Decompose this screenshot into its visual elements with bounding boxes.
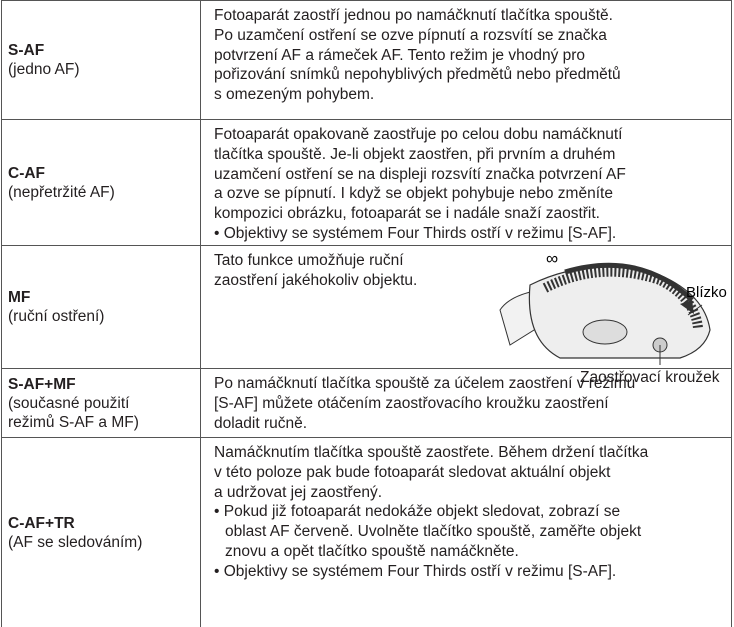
mode-description: režimů S-AF a MF): [8, 413, 139, 431]
mode-cell: C-AF+TR (AF se sledováním): [2, 438, 201, 627]
table-row: C-AF+TR (AF se sledováním) Namáčknutím tla…: [1, 437, 732, 627]
mode-cell: S-AF (jedno AF): [2, 1, 201, 119]
text-line: doladit ručně.: [214, 414, 308, 432]
text-line: uzamčení ostření se na displeji rozsvítí…: [214, 165, 626, 183]
ring-label: Zaostřovací kroužek: [580, 369, 720, 386]
text-line: • Objektivy se systémem Four Thirds ostř…: [214, 224, 617, 242]
mode-description: (současné použití: [8, 394, 130, 412]
text-line: v této poloze pak bude fotoaparát sledov…: [214, 463, 611, 481]
table-row: S-AF+MF (současné použití režimů S-AF a MF…: [1, 368, 732, 437]
focus-ring-figure: ∞ Blízko: [499, 250, 727, 365]
infinity-label: ∞: [546, 250, 558, 268]
description-cell: Po namáčknutí tlačítka spouště za účelem…: [214, 374, 635, 433]
text-line: tlačítka spouště. Je-li objekt zaostřen,…: [214, 145, 616, 163]
text-line: oblast AF červeně. Uvolněte tlačítko spo…: [225, 523, 642, 541]
mode-description: (nepřetržité AF): [8, 183, 115, 201]
description-cell: Fotoaparát opakovaně zaostřuje po celou …: [214, 125, 626, 244]
description-cell: Tato funkce umožňuje ruční zaostření jaké…: [214, 251, 417, 291]
text-line: Po uzamčení ostření se ozve pípnutí a ro…: [214, 26, 607, 44]
text-line: s omezeným pohybem.: [214, 86, 375, 104]
description-cell: Fotoaparát zaostří jednou po namáčknutí …: [214, 6, 621, 105]
text-line: Namáčknutím tlačítka spouště zaostřete. …: [214, 444, 649, 461]
text-line: zaostření jakéhokoliv objektu.: [214, 271, 418, 289]
text-line: • Objektivy se systémem Four Thirds ostř…: [214, 562, 617, 580]
mode-name: MF: [8, 289, 31, 306]
table-row: C-AF (nepřetržité AF) Fotoaparát opakovaně…: [1, 119, 732, 245]
mode-name: C-AF: [8, 164, 46, 182]
mode-name: S-AF: [8, 42, 45, 59]
text-line: • Pokud již fotoaparát nedokáže objekt s…: [214, 503, 621, 521]
text-line: Tato funkce umožňuje ruční: [214, 252, 404, 269]
near-label: Blízko: [686, 284, 727, 301]
mode-cell: S-AF+MF (současné použití režimů S-AF a MF…: [2, 369, 201, 437]
table-row: S-AF (jedno AF) Fotoaparát zaostří jednou …: [1, 0, 732, 119]
mode-cell: MF (ruční ostření): [2, 246, 201, 368]
mode-description: (jedno AF): [8, 61, 80, 78]
table-row: MF (ruční ostření) Tato funkce umožňuje ru…: [1, 245, 732, 368]
text-line: a ozve se pípnutí. I když se objekt pohy…: [214, 185, 613, 203]
description-cell: Namáčknutím tlačítka spouště zaostřete. …: [214, 443, 648, 582]
text-line: Po namáčknutí tlačítka spouště za účelem…: [214, 375, 636, 392]
text-line: potvrzení AF a rámeček AF. Tento režim j…: [214, 46, 586, 64]
text-line: [S-AF] můžete otáčením zaostřovacího kro…: [214, 394, 609, 412]
mode-name: S-AF+MF: [8, 375, 76, 393]
text-line: pořizování snímků nepohyblivých předmětů…: [214, 66, 621, 84]
text-line: kompozici obrázku, fotoaparát se i nadál…: [214, 205, 600, 223]
mode-name: C-AF+TR: [8, 514, 75, 532]
mode-description: (ruční ostření): [8, 308, 105, 325]
mode-description: (AF se sledováním): [8, 533, 143, 551]
text-line: a udržovat jej zaostřený.: [214, 483, 383, 501]
text-line: Fotoaparát opakovaně zaostřuje po celou …: [214, 126, 623, 143]
text-line: znovu a opět tlačítko spouště namáčkněte…: [225, 542, 519, 560]
text-line: Fotoaparát zaostří jednou po namáčknutí …: [214, 7, 613, 24]
mode-cell: C-AF (nepřetržité AF): [2, 120, 201, 245]
